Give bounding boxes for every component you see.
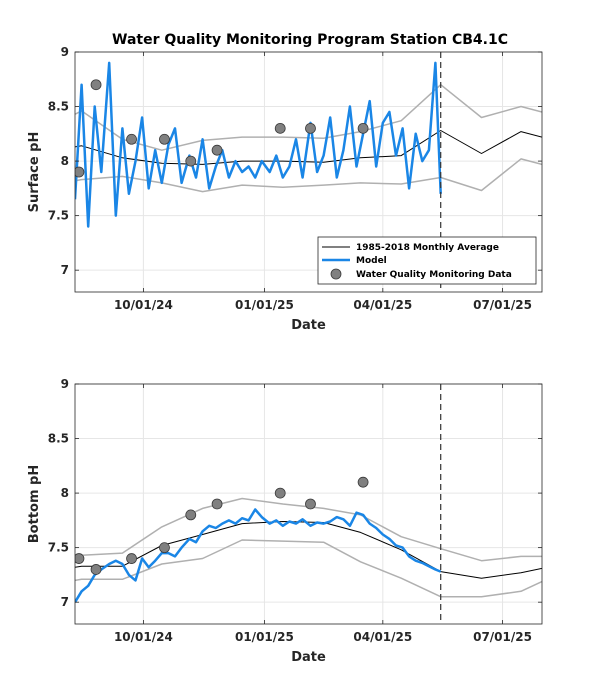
observation-point (159, 542, 170, 554)
observation-point (357, 476, 369, 488)
y-axis-label: Surface pH (27, 132, 42, 213)
x-tick-label: 04/01/25 (353, 298, 412, 312)
y-tick-label: 7 (61, 595, 69, 609)
legend: 1985-2018 Monthly Average Model Water Qual… (317, 236, 537, 285)
plot-data-layer (75, 384, 542, 624)
x-tick-label: 10/01/24 (114, 630, 173, 644)
monthly-average-line (75, 130, 542, 165)
plot-data-layer (75, 52, 542, 292)
x-tick-label: 07/01/25 (473, 298, 532, 312)
observation-point (90, 564, 102, 575)
observation-point (274, 487, 286, 499)
y-axis-label: Bottom pH (27, 465, 42, 543)
observation-point (126, 133, 137, 145)
x-tick-label: 01/01/25 (235, 630, 294, 644)
observation-point (75, 166, 85, 178)
model-line (75, 61, 442, 228)
observation-point (305, 498, 316, 510)
average-lower-bound-line (75, 539, 542, 598)
x-tick-label: 01/01/25 (235, 298, 294, 312)
legend-entry-label: Model (356, 256, 387, 266)
observation-point (274, 122, 286, 134)
legend-box (317, 236, 537, 285)
legend-swatch-observations (330, 268, 342, 280)
bottom-ph-panel: 10/01/24 01/01/25 04/01/25 07/01/25 7 7.5 8 8.5… (27, 377, 543, 665)
y-tick-label: 7.5 (48, 209, 69, 223)
surface-ph-panel: 10/01/24 01/01/25 04/01/25 07/01/25 7 7.5 8 8.5… (27, 45, 543, 333)
axes-frame (74, 383, 543, 625)
observation-point (211, 498, 223, 510)
y-tick-label: 8 (61, 154, 69, 168)
observation-point (185, 509, 197, 521)
y-tick-label: 9 (61, 377, 69, 391)
y-tick-label: 7 (61, 263, 69, 277)
observation-point (126, 553, 137, 564)
observation-point (75, 553, 85, 564)
axes-frame (74, 51, 543, 293)
observation-point (159, 133, 170, 145)
model-line (75, 508, 442, 603)
x-tick-label: 04/01/25 (353, 630, 412, 644)
y-tick-label: 8.5 (48, 100, 69, 114)
average-upper-bound-line (75, 497, 542, 562)
y-tick-label: 8.5 (48, 432, 69, 446)
observation-point (357, 122, 369, 134)
y-tick-label: 9 (61, 45, 69, 59)
observation-point (90, 79, 102, 91)
x-axis-label: Date (291, 650, 326, 665)
x-axis-label: Date (291, 318, 326, 333)
observation-point (185, 155, 197, 167)
y-tick-label: 7.5 (48, 541, 69, 555)
x-tick-label: 07/01/25 (473, 630, 532, 644)
observation-point (211, 144, 223, 156)
y-tick-label: 8 (61, 486, 69, 500)
average-lower-bound-line (75, 158, 542, 193)
figure-title: Water Quality Monitoring Program Station… (112, 32, 508, 48)
legend-entry-label: Water Quality Monitoring Data (356, 270, 512, 280)
observation-point (305, 122, 316, 134)
x-tick-label: 10/01/24 (114, 298, 173, 312)
legend-entry-label: 1985-2018 Monthly Average (356, 243, 499, 253)
